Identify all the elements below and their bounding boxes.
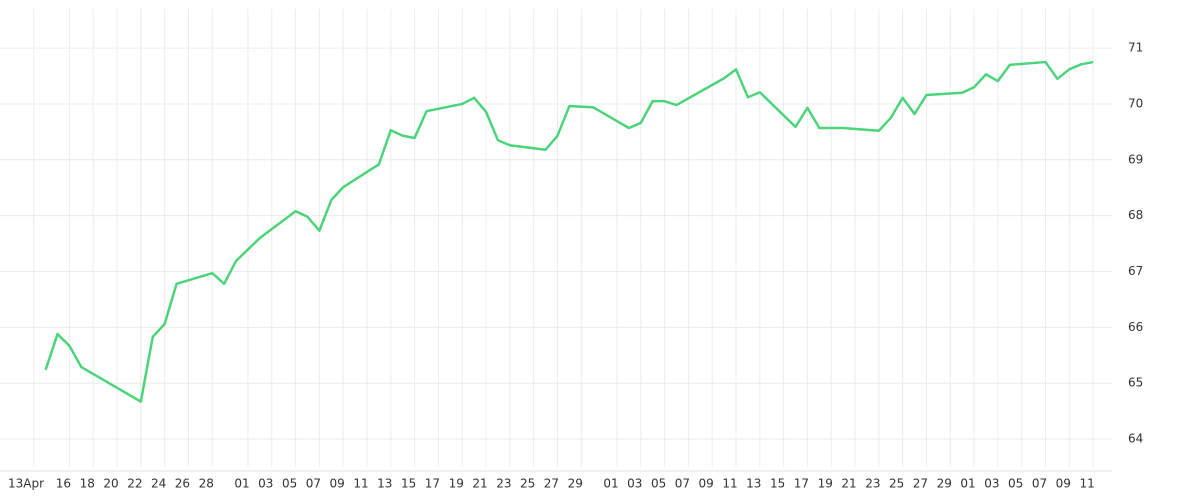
x-tick-label: 26	[175, 477, 190, 491]
x-tick-label: 29	[937, 477, 952, 491]
x-tick-label: 01	[960, 477, 975, 491]
x-tick-label: 18	[80, 477, 95, 491]
x-tick-label: 23	[496, 477, 511, 491]
x-tick-label: 19	[818, 477, 833, 491]
x-tick-label: 09	[699, 477, 714, 491]
x-tick-label: 11	[1079, 477, 1094, 491]
x-tick-label: 09	[330, 477, 345, 491]
y-tick-label: 71	[1128, 41, 1143, 55]
y-tick-label: 64	[1128, 432, 1143, 446]
y-tick-label: 67	[1128, 264, 1143, 278]
y-tick-label: 66	[1128, 320, 1143, 334]
x-tick-label: 01	[234, 477, 249, 491]
x-tick-label: 27	[913, 477, 928, 491]
x-tick-label: 03	[984, 477, 999, 491]
x-tick-label: 27	[544, 477, 559, 491]
x-tick-label: 17	[794, 477, 809, 491]
x-tick-label: 24	[151, 477, 166, 491]
x-tick-label: 17	[425, 477, 440, 491]
x-tick-label: 13	[746, 477, 761, 491]
x-tick-label: 21	[472, 477, 487, 491]
y-tick-label: 70	[1128, 96, 1143, 110]
x-tick-label: 09	[1056, 477, 1071, 491]
y-tick-label: 68	[1128, 208, 1143, 222]
x-tick-label: 23	[865, 477, 880, 491]
x-tick-label: 03	[627, 477, 642, 491]
x-tick-label: 13	[377, 477, 392, 491]
x-tick-label: 19	[449, 477, 464, 491]
x-tick-label: 15	[401, 477, 416, 491]
y-tick-label: 65	[1128, 376, 1143, 390]
x-tick-label: 05	[1008, 477, 1023, 491]
x-tick-label: 05	[282, 477, 297, 491]
x-tick-label: 16	[56, 477, 71, 491]
y-tick-label: 69	[1128, 152, 1143, 166]
x-tick-label: 29	[568, 477, 583, 491]
x-tick-label: 15	[770, 477, 785, 491]
x-tick-label: 03	[258, 477, 273, 491]
x-tick-label: 28	[199, 477, 214, 491]
x-tick-label: 07	[675, 477, 690, 491]
x-tick-label: 25	[889, 477, 904, 491]
x-tick-label: 21	[841, 477, 856, 491]
x-tick-label: 20	[103, 477, 118, 491]
x-tick-label: 11	[722, 477, 737, 491]
x-tick-label: 22	[127, 477, 142, 491]
x-tick-label: 13Apr	[8, 477, 44, 491]
x-tick-label: 05	[651, 477, 666, 491]
x-tick-label: 11	[353, 477, 368, 491]
x-tick-label: 07	[1032, 477, 1047, 491]
x-tick-label: 07	[306, 477, 321, 491]
x-tick-label: 25	[520, 477, 535, 491]
data-line	[44, 60, 1094, 403]
x-tick-label: 01	[603, 477, 618, 491]
